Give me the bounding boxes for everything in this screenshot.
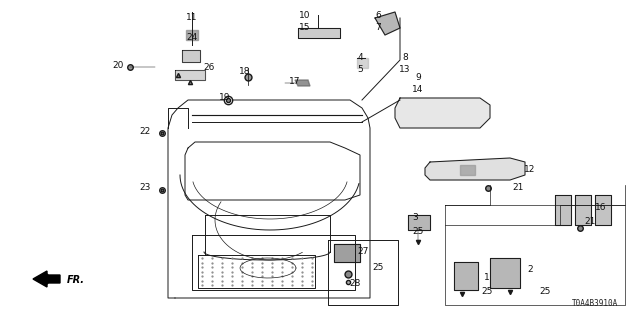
Polygon shape [454,262,478,290]
Text: 15: 15 [300,22,311,31]
Text: 6: 6 [375,11,381,20]
Polygon shape [182,50,200,62]
Text: 28: 28 [349,278,361,287]
Polygon shape [575,195,591,225]
Polygon shape [408,215,430,230]
Polygon shape [395,98,490,128]
Text: 5: 5 [357,66,363,75]
Text: 18: 18 [239,68,251,76]
Polygon shape [425,158,525,180]
Text: 8: 8 [402,53,408,62]
Text: 16: 16 [595,204,607,212]
Text: 25: 25 [481,287,493,297]
Polygon shape [357,58,368,68]
Text: 4: 4 [357,53,363,62]
Text: 10: 10 [300,11,311,20]
Text: 14: 14 [412,85,424,94]
Polygon shape [33,271,60,287]
Text: 24: 24 [186,34,198,43]
Text: 19: 19 [220,92,231,101]
Polygon shape [595,195,611,225]
Text: 23: 23 [140,183,150,193]
Text: 25: 25 [412,228,424,236]
Polygon shape [298,28,340,38]
Text: 22: 22 [140,127,150,137]
Polygon shape [295,80,310,86]
Polygon shape [175,70,205,80]
Polygon shape [555,195,571,225]
Text: 2: 2 [527,266,533,275]
Text: 21: 21 [512,183,524,193]
Text: 21: 21 [584,218,596,227]
Text: 11: 11 [186,13,198,22]
Text: 17: 17 [289,77,301,86]
Text: FR.: FR. [67,275,85,285]
Text: 1: 1 [484,274,490,283]
Text: T0A4B3910A: T0A4B3910A [572,299,618,308]
Polygon shape [375,12,400,35]
Polygon shape [460,165,475,175]
Text: 25: 25 [540,287,550,297]
Text: 20: 20 [112,60,124,69]
Text: 9: 9 [415,74,421,83]
Text: 27: 27 [357,247,369,257]
Polygon shape [334,244,360,262]
Text: 12: 12 [524,165,536,174]
Text: 7: 7 [375,22,381,31]
Text: 25: 25 [372,263,384,273]
Polygon shape [490,258,520,288]
Text: 13: 13 [399,66,411,75]
Text: 3: 3 [412,213,418,222]
Text: 26: 26 [204,63,214,73]
Polygon shape [186,30,198,40]
